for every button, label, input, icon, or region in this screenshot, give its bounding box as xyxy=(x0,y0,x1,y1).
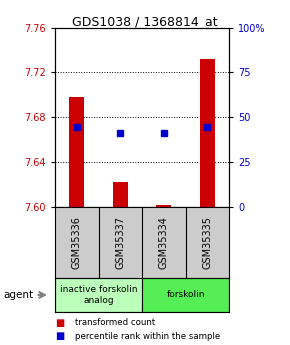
Text: ■: ■ xyxy=(55,332,64,341)
Bar xyxy=(113,182,128,207)
Bar xyxy=(69,97,84,207)
Text: GSM35336: GSM35336 xyxy=(72,216,82,269)
Text: GSM35335: GSM35335 xyxy=(202,216,212,269)
Text: inactive forskolin
analog: inactive forskolin analog xyxy=(60,285,137,305)
Text: GDS1038 / 1368814_at: GDS1038 / 1368814_at xyxy=(72,16,218,29)
Text: percentile rank within the sample: percentile rank within the sample xyxy=(75,332,221,341)
Text: agent: agent xyxy=(3,290,33,300)
Text: GSM35334: GSM35334 xyxy=(159,216,169,269)
Text: ■: ■ xyxy=(55,318,64,327)
Bar xyxy=(142,278,229,312)
Bar xyxy=(200,59,215,207)
Text: forskolin: forskolin xyxy=(166,290,205,299)
Bar xyxy=(156,205,171,207)
Text: transformed count: transformed count xyxy=(75,318,156,327)
Bar xyxy=(55,278,142,312)
Text: GSM35337: GSM35337 xyxy=(115,216,125,269)
